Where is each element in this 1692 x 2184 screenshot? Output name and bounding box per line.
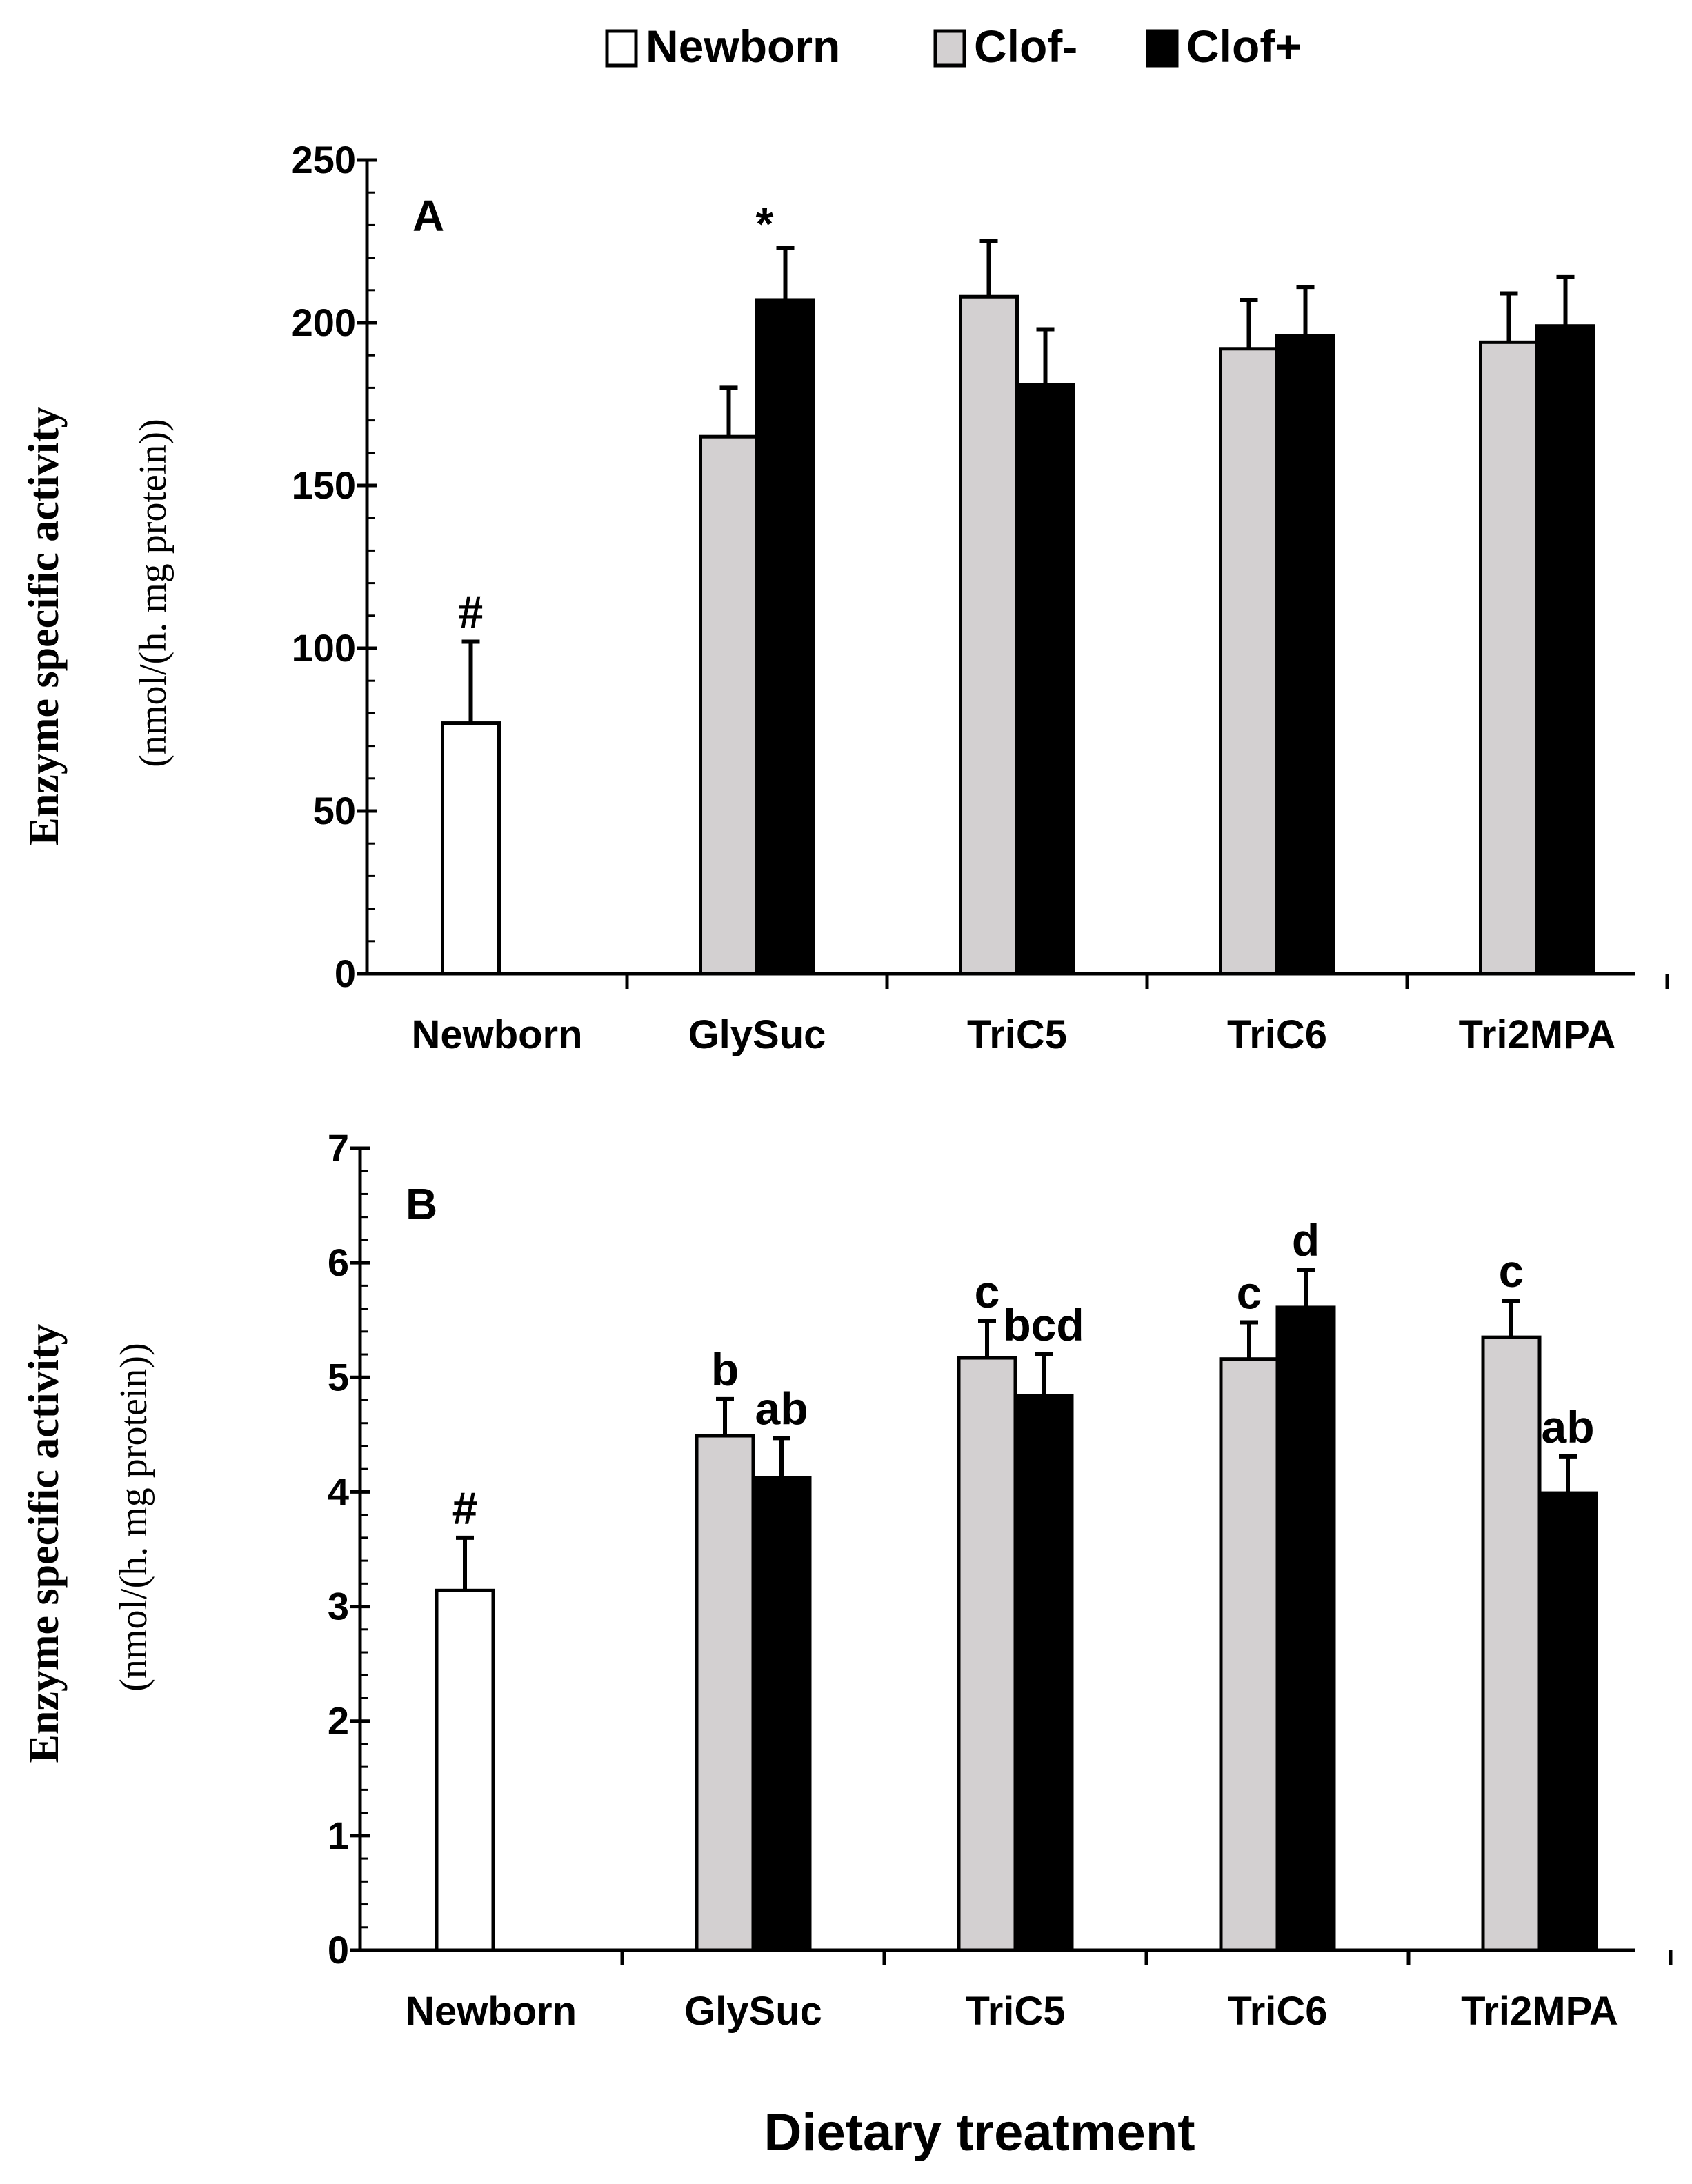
bar-clof-tri2mpa xyxy=(1535,324,1595,976)
bar-clof-tri2mpa xyxy=(1537,1491,1598,1952)
y-tick-label: 200 xyxy=(292,301,356,344)
x-axis-title: Dietary treatment xyxy=(764,2103,1195,2162)
y-tick-label: 1 xyxy=(328,1814,349,1857)
y-tick-label: 7 xyxy=(328,1126,349,1170)
x-tick-label-tric5: TriC5 xyxy=(967,1012,1067,1057)
bar-clof-glysuc xyxy=(755,298,815,976)
y-tick-label: 100 xyxy=(292,626,356,670)
y-tick-label: 0 xyxy=(328,1928,349,1972)
bar-clof-glysuc xyxy=(699,434,759,976)
bar-clof-tri2mpa xyxy=(1479,340,1539,976)
bar-newborn-newborn xyxy=(435,1588,495,1952)
y-tick-label: 5 xyxy=(328,1355,349,1399)
bar-clof-glysuc xyxy=(695,1434,755,1952)
legend-swatch-clof xyxy=(1146,29,1179,68)
bar-clof-tric5 xyxy=(1015,383,1075,976)
annotation-newborn-newborn: # xyxy=(452,1483,478,1534)
y-axis-units: (nmol/(h. mg protein)) xyxy=(112,1343,155,1691)
y-axis-units: (nmol/(h. mg protein)) xyxy=(132,419,175,767)
annotation-clof-tri2mpa: c xyxy=(1499,1245,1524,1296)
x-tick-label-tri2mpa: Tri2MPA xyxy=(1459,1012,1616,1057)
legend-swatch-clof xyxy=(933,29,966,68)
bar-newborn-newborn xyxy=(441,721,501,976)
y-tick-label: 150 xyxy=(292,463,356,507)
x-tick-label-tric6: TriC6 xyxy=(1227,1989,1327,2034)
y-axis-title: Enzyme specific activity xyxy=(21,1323,68,1763)
bar-clof-tri2mpa xyxy=(1481,1335,1542,1952)
annotation-clof-tric6: d xyxy=(1292,1214,1320,1265)
panel-b-chart: 0 1 2 3 4 5 6 7 Newborn GlySuc TriC5 TriC6 Tri2MPA # b… xyxy=(21,1126,1673,2034)
bar-clof-tric5 xyxy=(957,1356,1017,1952)
annotation-clof-tric5: c xyxy=(975,1266,1000,1317)
y-axis-title: Enzyme specific activity xyxy=(21,406,68,845)
annotation-clof-glysuc: b xyxy=(711,1344,739,1395)
legend-label-newborn: Newborn xyxy=(646,21,840,72)
annotation-clof-glysuc: ab xyxy=(755,1383,808,1434)
panel-label-a: A xyxy=(412,191,444,241)
y-tick-label: 250 xyxy=(292,138,356,181)
x-tick-label-tric5: TriC5 xyxy=(965,1989,1065,2034)
legend-swatch-newborn xyxy=(605,29,638,68)
legend: Newborn Clof- Clof+ xyxy=(605,21,1302,72)
bar-clof-tric6 xyxy=(1275,1305,1336,1952)
x-tick-label-tri2mpa: Tri2MPA xyxy=(1461,1989,1618,2034)
x-tick-label-glysuc: GlySuc xyxy=(684,1989,822,2034)
bar-clof-tric5 xyxy=(1013,1394,1074,1952)
x-tick-label-glysuc: GlySuc xyxy=(688,1012,826,1057)
legend-label-clof: Clof+ xyxy=(1186,21,1302,72)
bar-clof-tric5 xyxy=(959,294,1019,976)
annotation-clof-tric6: c xyxy=(1237,1268,1262,1319)
x-tick-label-newborn: Newborn xyxy=(411,1012,582,1057)
annotation-newborn-newborn: # xyxy=(459,586,483,639)
annotation-clof-tric5: bcd xyxy=(1003,1299,1084,1350)
y-tick-label: 4 xyxy=(328,1470,349,1513)
y-tick-label: 50 xyxy=(313,789,356,832)
x-tick-label-newborn: Newborn xyxy=(406,1989,577,2034)
legend-label-clof: Clof- xyxy=(974,21,1077,72)
bar-clof-tric6 xyxy=(1219,1357,1280,1952)
bar-clof-glysuc xyxy=(751,1476,812,1952)
y-tick-label: 6 xyxy=(328,1241,349,1284)
annotation-clof-tri2mpa: ab xyxy=(1541,1401,1594,1452)
annotation-clof-glysuc: * xyxy=(756,198,774,249)
y-tick-label: 2 xyxy=(328,1699,349,1743)
y-tick-label: 0 xyxy=(335,952,356,995)
y-tick-label: 3 xyxy=(328,1585,349,1628)
panel-label-b: B xyxy=(406,1179,437,1229)
panel-a-chart: 0 50 100 150 200 250 Newborn GlySuc TriC5 TriC6 Tr… xyxy=(21,138,1669,1057)
x-tick-label-tric6: TriC6 xyxy=(1227,1012,1327,1057)
bar-clof-tric6 xyxy=(1275,334,1335,976)
bar-clof-tric6 xyxy=(1219,347,1279,976)
